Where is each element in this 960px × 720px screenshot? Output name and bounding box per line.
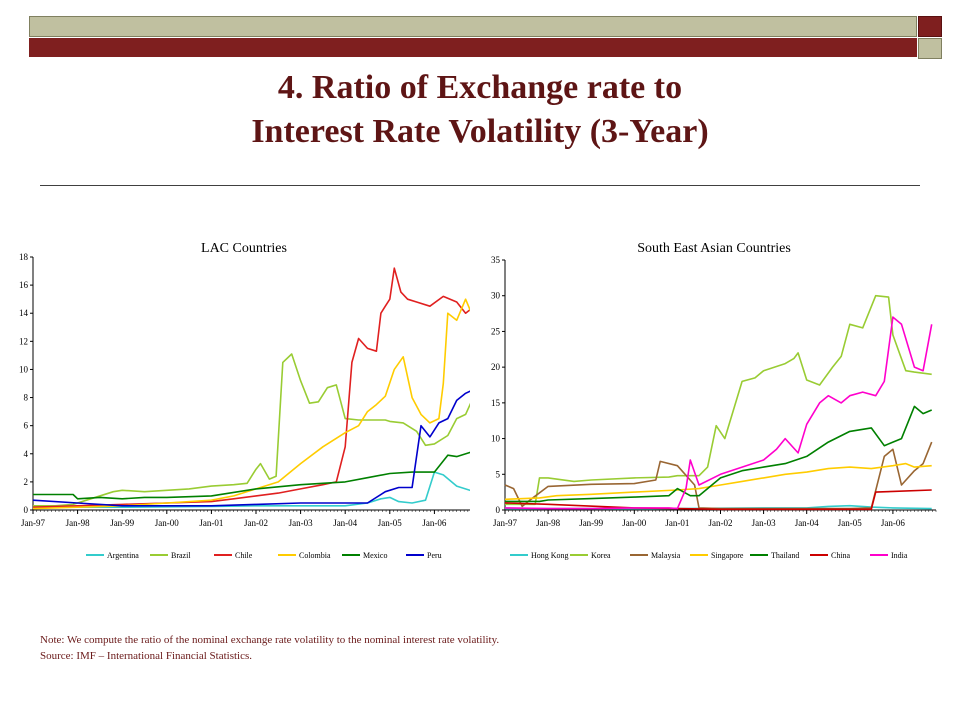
y-tick-label: 10 <box>491 434 501 444</box>
x-tick-label: Jan-03 <box>289 518 313 528</box>
x-tick-label: Jan-00 <box>622 518 646 528</box>
y-tick-label: 4 <box>24 449 29 459</box>
x-tick-label: Jan-00 <box>155 518 179 528</box>
legend-label: Mexico <box>363 551 387 560</box>
title-divider <box>40 185 920 186</box>
legend-label: Chile <box>235 551 253 560</box>
x-tick-label: Jan-99 <box>110 518 134 528</box>
y-tick-label: 14 <box>19 308 29 318</box>
corner-square-olive <box>918 38 942 59</box>
y-tick-label: 15 <box>491 398 501 408</box>
slide-title: 4. Ratio of Exchange rate to Interest Ra… <box>40 66 920 154</box>
series-line-colombia <box>32 298 470 510</box>
sea-chart: South East Asian Countries 0 5 10 15 20 25 30 35… <box>491 241 937 560</box>
legend-label: Singapore <box>711 551 744 560</box>
x-tick-label: Jan-05 <box>838 518 862 528</box>
header-band-bottom <box>29 38 917 57</box>
x-tick-label: Jan-03 <box>752 518 776 528</box>
legend-label: India <box>891 551 908 560</box>
legend-label: Hong Kong <box>531 551 569 560</box>
x-tick-label: Jan-01 <box>199 518 223 528</box>
series-line-thailand <box>505 405 933 503</box>
y-tick-label: 30 <box>491 291 501 301</box>
series-line-china <box>504 489 932 511</box>
x-tick-label: Jan-99 <box>579 518 603 528</box>
series-line-brazil <box>33 353 470 507</box>
y-tick-label: 25 <box>491 326 501 336</box>
x-tick-label: Jan-98 <box>536 518 560 528</box>
x-tick-label: Jan-02 <box>709 518 733 528</box>
legend-label: Brazil <box>171 551 191 560</box>
y-tick-label: 5 <box>496 469 501 479</box>
chart-title: LAC Countries <box>201 241 287 256</box>
x-tick-label: Jan-02 <box>244 518 268 528</box>
series-line-argentina <box>33 471 470 509</box>
series-line-peru <box>32 390 470 507</box>
series-line-india <box>504 316 933 510</box>
series-line-chile <box>32 267 470 508</box>
y-tick-label: 18 <box>19 252 29 262</box>
series-line-malaysia <box>504 441 933 510</box>
series-line-korea <box>505 294 932 506</box>
footnote-source: Source: IMF – International Financial St… <box>40 650 253 662</box>
x-tick-label: Jan-04 <box>333 518 357 528</box>
slide-title-line1: 4. Ratio of Exchange rate to <box>277 69 683 106</box>
y-tick-label: 0 <box>24 505 29 515</box>
y-tick-label: 8 <box>24 393 29 403</box>
header-band-top <box>29 16 917 37</box>
y-tick-label: 12 <box>19 336 28 346</box>
y-tick-label: 35 <box>491 255 501 265</box>
chart-title: South East Asian Countries <box>637 241 791 256</box>
x-tick-label: Jan-06 <box>422 518 446 528</box>
legend-label: Peru <box>427 551 442 560</box>
y-tick-label: 6 <box>24 421 29 431</box>
y-tick-label: 20 <box>491 362 501 372</box>
slide-title-line2: Interest Rate Volatility (3-Year) <box>251 113 709 150</box>
x-tick-label: Jan-97 <box>21 518 45 528</box>
legend-label: Korea <box>591 551 611 560</box>
legend-label: China <box>831 551 851 560</box>
y-tick-label: 10 <box>19 364 29 374</box>
legend-label: Thailand <box>771 551 799 560</box>
x-tick-label: Jan-01 <box>665 518 689 528</box>
series-line-singapore <box>504 462 932 501</box>
legend-label: Argentina <box>107 551 139 560</box>
x-tick-label: Jan-98 <box>66 518 90 528</box>
y-tick-label: 0 <box>496 505 501 515</box>
legend-label: Malaysia <box>651 551 681 560</box>
x-tick-label: Jan-04 <box>795 518 819 528</box>
footnote: Note: We compute the ratio of the nomina… <box>40 632 499 664</box>
footnote-note: Note: We compute the ratio of the nomina… <box>40 634 500 646</box>
x-tick-label: Jan-97 <box>493 518 517 528</box>
legend-label: Colombia <box>299 551 331 560</box>
series-line-mexico <box>33 451 470 500</box>
x-tick-label: Jan-06 <box>881 518 905 528</box>
y-tick-label: 2 <box>24 477 29 487</box>
lac-chart: LAC Countries 0 2 4 6 8 10 12 14 16 18 Jan-97 Jan-98… <box>19 241 470 560</box>
x-tick-label: Jan-05 <box>378 518 402 528</box>
corner-square-red <box>918 16 942 37</box>
y-tick-label: 16 <box>19 280 29 290</box>
